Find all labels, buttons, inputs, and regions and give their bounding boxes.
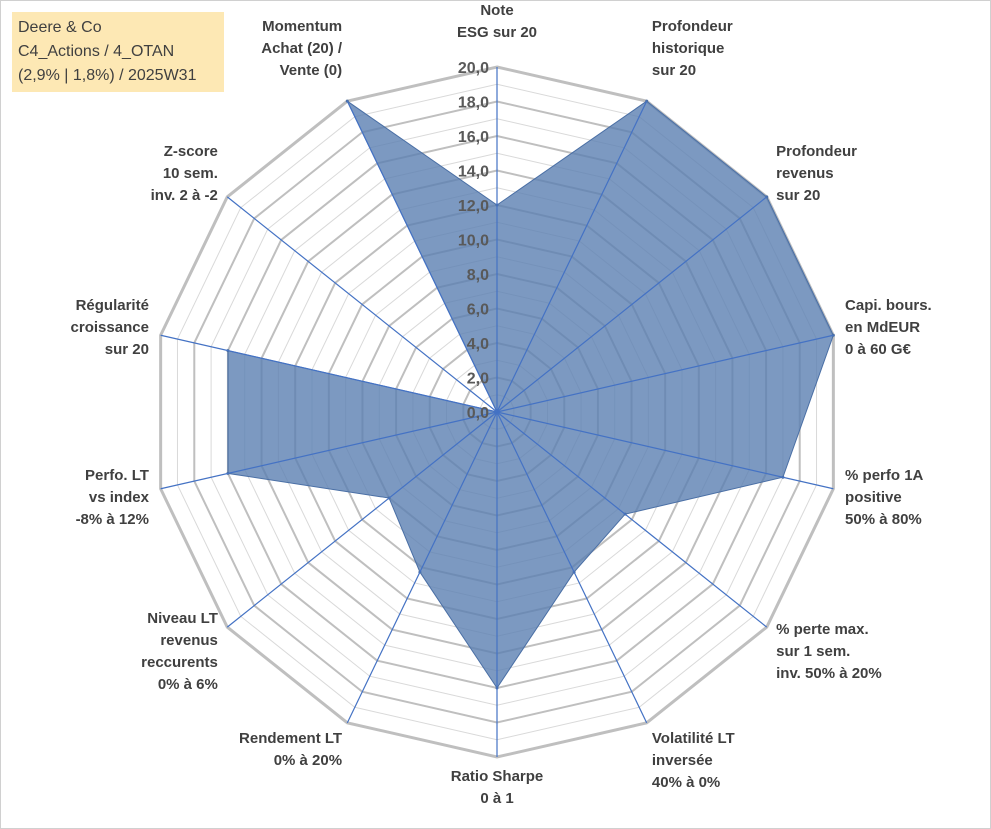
axis-label: vs index	[89, 489, 150, 506]
tick-label: 8,0	[467, 267, 489, 284]
axis-label-group: Ratio Sharpe 0 à 1	[451, 768, 544, 807]
axis-label: sur 20	[776, 187, 820, 204]
axis-label: % perte max.	[776, 621, 869, 638]
axis-label: Profondeur	[652, 18, 733, 35]
axis-spoke	[496, 334, 834, 413]
axis-label: 0% à 6%	[158, 676, 218, 693]
axis-label: Z-score	[164, 143, 218, 160]
info-company: Deere & Co	[18, 19, 102, 36]
axis-label: inv. 50% à 20%	[776, 665, 882, 682]
axis-label: 0 à 1	[480, 790, 513, 807]
axis-label: positive	[845, 489, 902, 506]
axis-label: Volatilité LT	[652, 730, 735, 747]
axis-spoke	[496, 411, 648, 724]
axis-label-group: Rendement LT 0% à 20%	[239, 730, 342, 769]
axis-label: Profondeur	[776, 143, 857, 160]
axis-label: en MdEUR	[845, 319, 920, 336]
info-box: Deere & Co C4_Actions / 4_OTAN (2,9% | 1…	[12, 12, 224, 92]
axis-label-group: Capi. bours. en MdEUR 0 à 60 G€	[845, 297, 932, 358]
axis-label: revenus	[160, 632, 218, 649]
axis-label: Momentum	[262, 18, 342, 35]
axis-label-group: Momentum Achat (20) / Vente (0)	[261, 18, 343, 79]
axis-label: sur 20	[105, 341, 149, 358]
tick-label: 0,0	[467, 405, 489, 422]
axis-label: inv. 2 à -2	[151, 187, 218, 204]
tick-label: 4,0	[467, 336, 489, 353]
axis-label-group: Niveau LT revenus reccurents 0% à 6%	[141, 610, 218, 693]
axis-spoke	[346, 100, 498, 413]
tick-label: 14,0	[458, 164, 489, 181]
axis-spoke	[160, 411, 498, 490]
axis-label-group: Profondeur revenus sur 20	[776, 143, 857, 204]
axis-spoke	[496, 411, 834, 490]
axis-label: ESG sur 20	[457, 24, 537, 41]
info-category: C4_Actions / 4_OTAN	[18, 43, 175, 60]
axis-label: sur 20	[652, 62, 696, 79]
axis-label: Achat (20) /	[261, 40, 343, 57]
axis-label: Régularité	[76, 297, 149, 314]
axis-label: % perfo 1A	[845, 467, 924, 484]
axis-spoke	[160, 334, 498, 413]
axis-label: 50% à 80%	[845, 511, 922, 528]
axis-label: Note	[480, 2, 513, 19]
axis-label: 0% à 20%	[274, 752, 342, 769]
axis-spoke	[496, 196, 768, 413]
axis-spoke	[496, 411, 768, 628]
radar-axes	[160, 67, 834, 757]
tick-label: 2,0	[467, 371, 489, 388]
tick-label: 10,0	[458, 233, 489, 250]
axis-label-group: Note ESG sur 20	[457, 2, 537, 41]
tick-label: 20,0	[458, 60, 489, 77]
axis-label: 0 à 60 G€	[845, 341, 912, 358]
axis-label-group: Z-score 10 sem. inv. 2 à -2	[151, 143, 218, 204]
axis-label: sur 1 sem.	[776, 643, 850, 660]
axis-spoke	[226, 411, 498, 628]
axis-label: reccurents	[141, 654, 218, 671]
tick-label: 6,0	[467, 302, 489, 319]
axis-label: Ratio Sharpe	[451, 768, 544, 785]
axis-label: croissance	[71, 319, 149, 336]
info-stats: (2,9% | 1,8%) / 2025W31	[18, 67, 197, 84]
axis-label: Rendement LT	[239, 730, 342, 747]
axis-label: inversée	[652, 752, 713, 769]
axis-label-group: Volatilité LT inversée 40% à 0%	[652, 730, 735, 791]
radar-tick-labels: 0,0 2,0 4,0 6,0 8,0 10,0 12,0 14,0 16,0 18,0 20,0	[458, 60, 489, 422]
axis-label: -8% à 12%	[76, 511, 149, 528]
axis-spoke	[226, 196, 498, 413]
axis-spoke	[346, 411, 498, 724]
axis-label-group: Profondeur historique sur 20	[652, 18, 733, 79]
axis-label: Capi. bours.	[845, 297, 932, 314]
axis-label-group: % perte max. sur 1 sem. inv. 50% à 20%	[776, 621, 882, 682]
axis-label-group: Régularité croissance sur 20	[71, 297, 149, 358]
axis-label: revenus	[776, 165, 834, 182]
radar-series-area	[226, 99, 835, 690]
axis-label-group: Perfo. LT vs index -8% à 12%	[76, 467, 150, 528]
axis-label: Vente (0)	[280, 62, 343, 79]
axis-label-group: % perfo 1A positive 50% à 80%	[845, 467, 924, 528]
axis-label: Perfo. LT	[85, 467, 149, 484]
tick-label: 18,0	[458, 95, 489, 112]
tick-label: 16,0	[458, 129, 489, 146]
axis-label: Niveau LT	[147, 610, 218, 627]
axis-label: historique	[652, 40, 725, 57]
tick-label: 12,0	[458, 198, 489, 215]
axis-spoke	[496, 100, 648, 413]
axis-label: 10 sem.	[163, 165, 218, 182]
axis-label: 40% à 0%	[652, 774, 720, 791]
radar-axis-labels: Note ESG sur 20 Profondeur historique sur 20…	[71, 2, 932, 807]
